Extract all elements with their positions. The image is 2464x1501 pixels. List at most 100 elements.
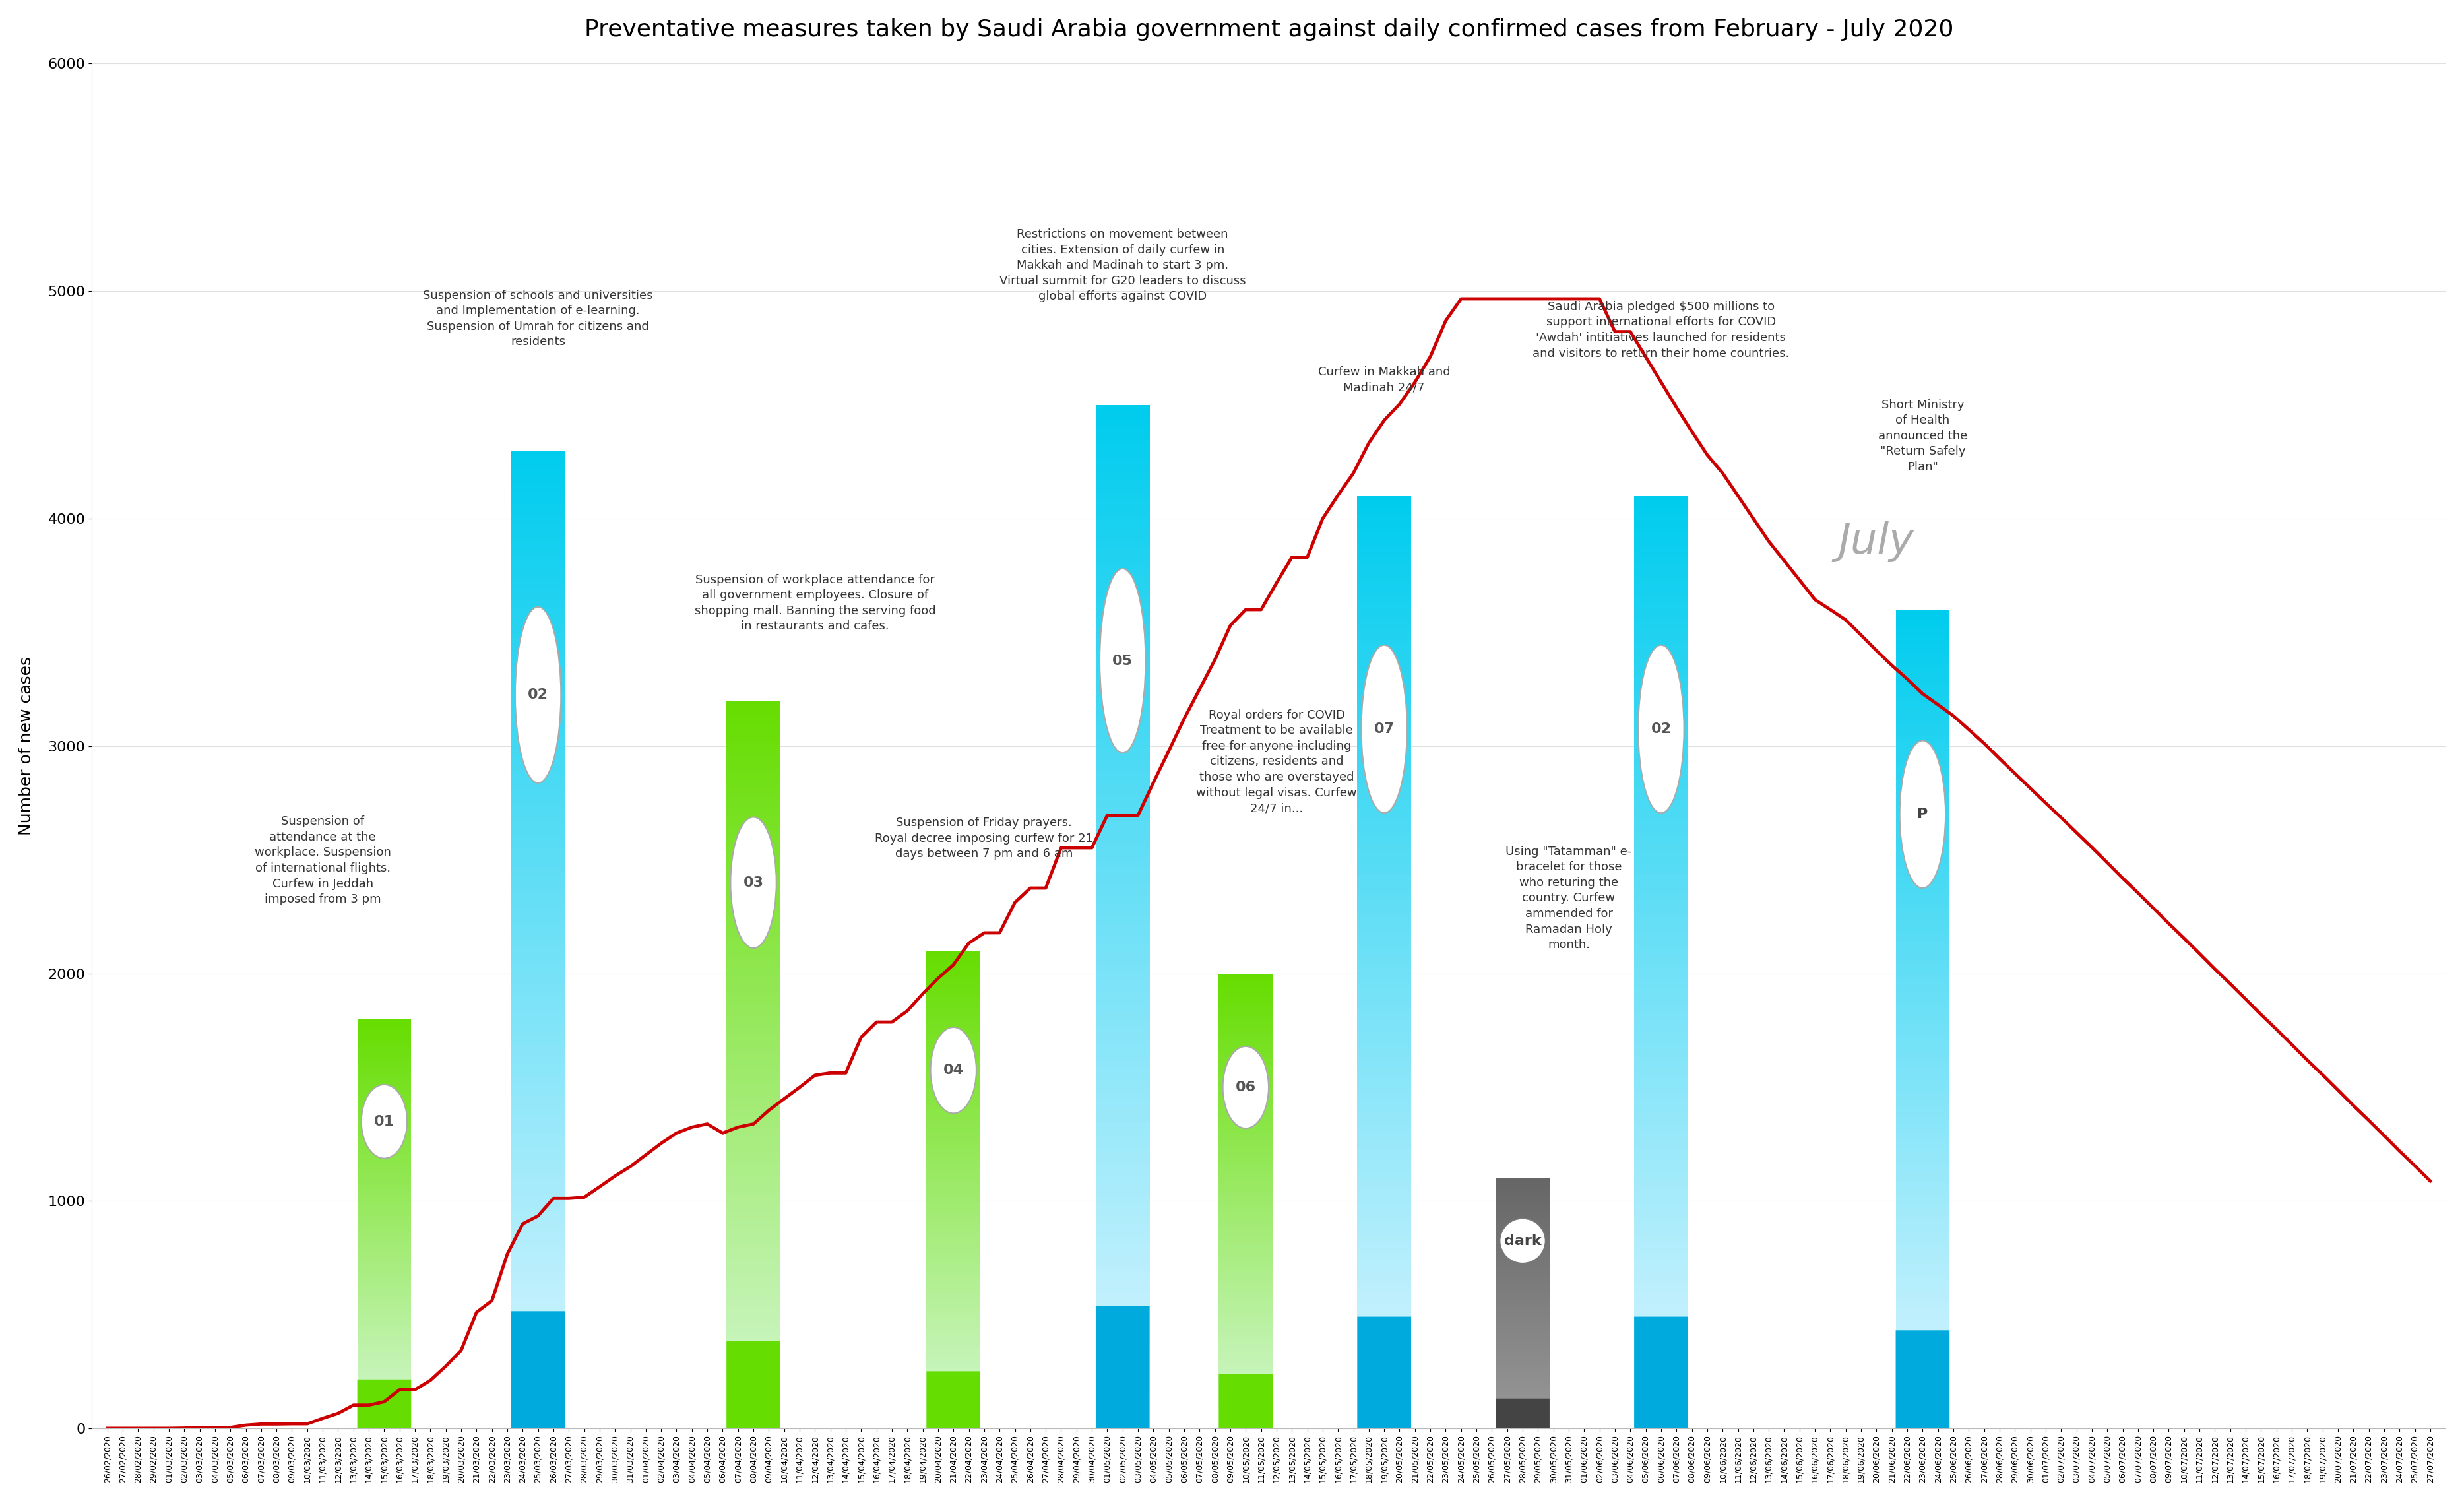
Bar bbox=[727, 1370, 781, 1375]
Bar bbox=[926, 1237, 981, 1241]
Bar bbox=[357, 1385, 411, 1387]
Bar bbox=[1634, 844, 1688, 850]
Bar bbox=[510, 946, 564, 953]
Bar bbox=[1895, 1009, 1949, 1013]
Bar bbox=[1096, 829, 1151, 835]
Bar bbox=[1096, 1019, 1151, 1025]
Bar bbox=[1895, 1052, 1949, 1057]
Bar bbox=[1220, 1111, 1271, 1114]
Bar bbox=[510, 1174, 564, 1181]
Bar bbox=[1358, 751, 1412, 757]
Bar bbox=[727, 1133, 781, 1138]
Bar bbox=[1358, 521, 1412, 527]
Bar bbox=[357, 1162, 411, 1163]
Bar bbox=[510, 776, 564, 784]
Bar bbox=[1634, 738, 1688, 744]
Bar bbox=[1634, 893, 1688, 901]
Bar bbox=[1496, 1372, 1550, 1373]
Bar bbox=[1634, 608, 1688, 614]
Bar bbox=[1895, 899, 1949, 905]
Bar bbox=[510, 594, 564, 600]
Bar bbox=[1096, 767, 1151, 773]
Bar bbox=[1220, 1240, 1271, 1243]
Bar bbox=[727, 871, 781, 875]
Bar bbox=[357, 1106, 411, 1109]
Bar bbox=[1096, 467, 1151, 473]
Bar bbox=[727, 778, 781, 784]
Bar bbox=[1096, 657, 1151, 665]
Bar bbox=[1220, 1022, 1271, 1025]
Bar bbox=[1496, 1421, 1550, 1423]
Bar bbox=[1220, 1349, 1271, 1352]
Bar bbox=[1634, 1111, 1688, 1118]
Bar bbox=[926, 1339, 981, 1342]
Bar bbox=[926, 1031, 981, 1034]
Bar bbox=[1634, 907, 1688, 913]
Bar bbox=[1096, 1354, 1151, 1360]
Bar bbox=[357, 1382, 411, 1385]
Bar bbox=[357, 1103, 411, 1106]
Bar bbox=[1895, 1265, 1949, 1270]
Text: Curfew in Makkah and
Madinah 24/7: Curfew in Makkah and Madinah 24/7 bbox=[1318, 366, 1451, 393]
Bar bbox=[1895, 872, 1949, 877]
Bar bbox=[1895, 926, 1949, 932]
Bar bbox=[510, 1051, 564, 1057]
Bar bbox=[926, 1349, 981, 1352]
Bar bbox=[1096, 1025, 1151, 1033]
Bar bbox=[1358, 608, 1412, 614]
Bar bbox=[1496, 1204, 1550, 1205]
Bar bbox=[727, 803, 781, 808]
Bar bbox=[727, 962, 781, 968]
Bar bbox=[926, 1057, 981, 1060]
Bar bbox=[510, 737, 564, 744]
Bar bbox=[1895, 1063, 1949, 1069]
Bar bbox=[727, 1177, 781, 1181]
Bar bbox=[926, 1310, 981, 1313]
Bar bbox=[1358, 1235, 1412, 1241]
Bar bbox=[1096, 1360, 1151, 1367]
Bar bbox=[1096, 1081, 1151, 1087]
Bar bbox=[1220, 1247, 1271, 1250]
Bar bbox=[1220, 1013, 1271, 1016]
Bar bbox=[926, 1393, 981, 1397]
Bar bbox=[1220, 1040, 1271, 1043]
Bar bbox=[1895, 665, 1949, 669]
Bar bbox=[1096, 1340, 1151, 1346]
Bar bbox=[510, 796, 564, 803]
Bar bbox=[926, 1129, 981, 1132]
Bar bbox=[357, 1046, 411, 1049]
Ellipse shape bbox=[362, 1085, 407, 1159]
Bar bbox=[1496, 1330, 1550, 1331]
Bar bbox=[1634, 689, 1688, 695]
Bar bbox=[1895, 659, 1949, 665]
Bar bbox=[510, 784, 564, 790]
Bar bbox=[1220, 1126, 1271, 1129]
Bar bbox=[510, 868, 564, 874]
Bar bbox=[1096, 904, 1151, 910]
Bar bbox=[1358, 1087, 1412, 1093]
Bar bbox=[1895, 752, 1949, 757]
Bar bbox=[1895, 1210, 1949, 1216]
Bar bbox=[727, 860, 781, 866]
Bar bbox=[1895, 883, 1949, 889]
Bar bbox=[1096, 1279, 1151, 1285]
Bar bbox=[1358, 1148, 1412, 1154]
Bar bbox=[1634, 719, 1688, 726]
Bar bbox=[510, 503, 564, 509]
Bar bbox=[1634, 683, 1688, 689]
Bar bbox=[1220, 1304, 1271, 1307]
Bar bbox=[926, 1190, 981, 1193]
Bar bbox=[1096, 958, 1151, 965]
Bar bbox=[1220, 1213, 1271, 1216]
Bar bbox=[1895, 970, 1949, 976]
Bar bbox=[510, 874, 564, 881]
Bar bbox=[1096, 896, 1151, 904]
Bar bbox=[727, 1181, 781, 1186]
Bar bbox=[357, 1223, 411, 1226]
Bar bbox=[1096, 650, 1151, 657]
Bar bbox=[357, 1049, 411, 1052]
Bar bbox=[1096, 1387, 1151, 1394]
Bar bbox=[1895, 943, 1949, 949]
Ellipse shape bbox=[1222, 1046, 1269, 1129]
Bar bbox=[926, 1231, 981, 1234]
